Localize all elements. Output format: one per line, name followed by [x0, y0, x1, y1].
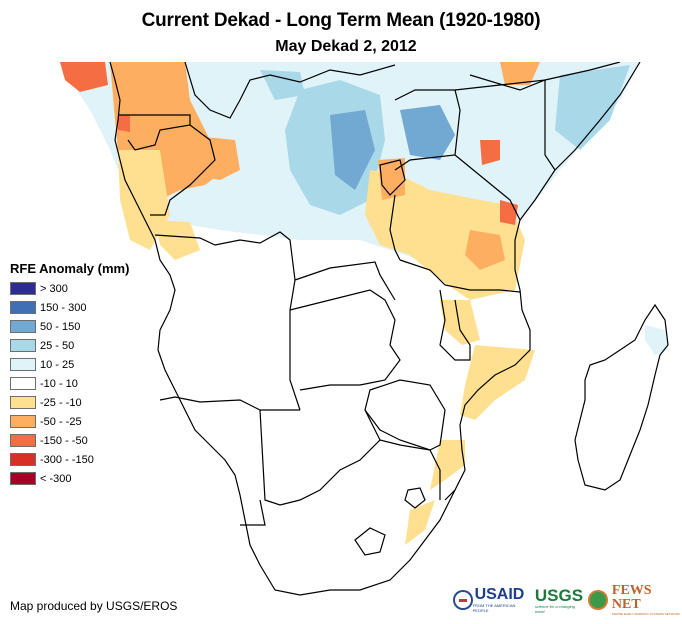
anomaly-region-ne-blue: [260, 70, 305, 100]
coastline-west: [109, 62, 456, 596]
anomaly-region-congo: [185, 135, 240, 180]
legend-item: 150 - 300: [10, 298, 129, 317]
legend-item: 50 - 150: [10, 317, 129, 336]
anomaly-region-eqg: [118, 115, 130, 132]
legend-item: -10 - 10: [10, 374, 129, 393]
border-gabon: [118, 114, 191, 151]
border-botswana: [259, 409, 381, 506]
anomaly-region-somalia: [555, 65, 630, 150]
anomaly-map: [60, 62, 669, 596]
usaid-seal-icon: [453, 590, 473, 610]
legend-item: 25 - 50: [10, 336, 129, 355]
legend-item: -150 - -50: [10, 431, 129, 450]
legend-item: -300 - -150: [10, 450, 129, 469]
fews-globe-icon: [588, 590, 608, 610]
legend-item: > 300: [10, 279, 129, 298]
legend-item: 10 - 25: [10, 355, 129, 374]
legend: RFE Anomaly (mm) > 300 150 - 300 50 - 150 2…: [10, 261, 129, 488]
border-angola-namibia: [159, 396, 300, 411]
usaid-logo: USAID FROM THE AMERICAN PEOPLE: [453, 587, 531, 613]
border-zimbabwe: [364, 379, 446, 451]
border-malawi: [439, 289, 471, 361]
credit-text: Map produced by USGS/EROS: [10, 599, 178, 613]
legend-swatch: [10, 453, 36, 466]
anomaly-region-angola-nw: [155, 220, 200, 260]
legend-swatch: [10, 282, 36, 295]
anomaly-region-ethiopia-orange: [500, 62, 540, 85]
country-boundaries: [109, 62, 669, 596]
border-rwanda: [379, 159, 406, 196]
anomaly-region-cameroon: [60, 62, 108, 92]
map-title: Current Dekad - Long Term Mean (1920-198…: [141, 10, 541, 31]
legend-swatch: [10, 415, 36, 428]
anomaly-region-kenya-orange: [480, 140, 500, 165]
anomaly-region-natal: [405, 500, 435, 545]
legend-label: 25 - 50: [40, 339, 75, 352]
legend-item: < -300: [10, 469, 129, 488]
anomaly-region-mozambique-s: [430, 440, 465, 490]
border-drc-north: [184, 62, 396, 119]
usgs-logo: USGS science for a changing world: [535, 587, 584, 614]
border-drc-katanga: [294, 261, 396, 301]
fews-wordmark: FEWS NET: [611, 583, 652, 612]
anomaly-region-tanzania-orange: [465, 230, 505, 270]
legend-item: -50 - -25: [10, 412, 129, 431]
legend-label: -10 - 10: [40, 377, 78, 390]
legend-label: -300 - -150: [40, 453, 94, 466]
legend-swatch: [10, 320, 36, 333]
legend-item: -25 - -10: [10, 393, 129, 412]
usaid-tagline: FROM THE AMERICAN PEOPLE: [472, 603, 516, 613]
border-tanzania-south: [399, 259, 521, 293]
partner-logos: USAID FROM THE AMERICAN PEOPLE USGS scie…: [453, 584, 682, 616]
border-congo: [150, 124, 216, 216]
border-zambia: [289, 289, 401, 391]
coastline-east: [444, 62, 641, 501]
legend-swatch: [10, 396, 36, 409]
legend-label: -25 - -10: [40, 396, 82, 409]
map-subtitle: May Dekad 2, 2012: [275, 38, 417, 55]
border-angola-zambia: [289, 279, 301, 411]
coastline-madagascar: [574, 303, 669, 491]
legend-swatch: [10, 339, 36, 352]
anomaly-region-drc-blue-2: [330, 110, 375, 190]
border-namibia-south: [240, 499, 266, 526]
legend-swatch: [10, 358, 36, 371]
legend-label: 150 - 300: [40, 301, 87, 314]
legend-title: RFE Anomaly (mm): [10, 261, 130, 276]
usgs-wordmark: USGS: [534, 585, 584, 605]
border-lesotho: [354, 527, 386, 556]
border-uganda: [394, 89, 461, 171]
legend-swatch: [10, 472, 36, 485]
legend-label: 10 - 25: [40, 358, 75, 371]
legend-label: > 300: [40, 282, 68, 295]
border-ethiopia: [469, 62, 621, 91]
border-swaziland: [404, 487, 426, 509]
legend-label: -50 - -25: [40, 415, 82, 428]
legend-swatch: [10, 377, 36, 390]
fews-tagline: FAMINE EARLY WARNING SYSTEMS NETWORK: [611, 612, 681, 616]
anomaly-shading: [60, 62, 668, 545]
border-angola-drc: [154, 231, 296, 281]
legend-swatch: [10, 301, 36, 314]
border-sa-north: [379, 439, 441, 500]
anomaly-region-uganda-blue: [400, 105, 455, 160]
fews-logo: FEWS NET FAMINE EARLY WARNING SYSTEMS NE…: [611, 583, 682, 617]
legend-label: 50 - 150: [40, 320, 81, 333]
border-tanzania-west: [389, 194, 401, 261]
usaid-wordmark: USAID: [474, 586, 525, 603]
legend-label: < -300: [40, 472, 72, 485]
anomaly-region-mozambique-n: [440, 300, 480, 345]
usgs-tagline: science for a changing world: [534, 603, 575, 614]
legend-label: -150 - -50: [40, 434, 88, 447]
anomaly-region-madagascar: [645, 325, 668, 355]
legend-swatch: [10, 434, 36, 447]
